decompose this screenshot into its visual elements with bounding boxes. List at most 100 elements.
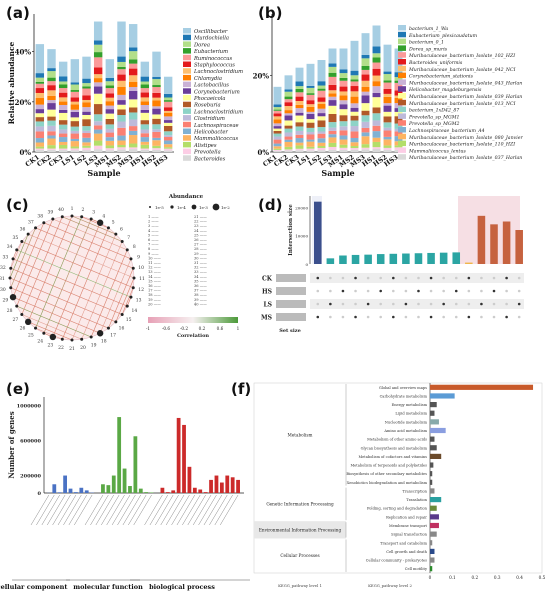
colorbar-tick: -1 (146, 326, 150, 331)
gene-bar (209, 479, 213, 493)
matrix-dot (366, 302, 370, 306)
matrix-dot (404, 315, 408, 319)
bar-segment (93, 74, 103, 79)
matrix-dot (392, 302, 395, 306)
matrix-dot (517, 302, 521, 306)
bar-segment (35, 149, 45, 152)
bar-segment (317, 60, 326, 82)
bar-segment (273, 113, 282, 117)
bar-segment (140, 61, 150, 77)
bar-segment (117, 69, 126, 75)
bar-segment (361, 54, 370, 59)
bar-segment (152, 137, 161, 141)
bar-segment (93, 52, 103, 58)
bar-segment (317, 97, 326, 102)
gene-bar (133, 436, 138, 493)
bar-segment (372, 120, 381, 126)
network-node (125, 248, 129, 252)
bar-segment (70, 126, 80, 131)
pathway-bar (430, 548, 435, 554)
bar-segment (163, 144, 173, 148)
bar-segment (284, 132, 293, 137)
bar-segment (295, 96, 304, 101)
bar-segment (128, 130, 138, 136)
network-edge (35, 327, 63, 340)
matrix-dot (316, 315, 320, 319)
bar-segment (105, 93, 115, 98)
bar-segment (128, 75, 138, 83)
bar-segment (339, 100, 348, 105)
node-list-entry: 2 —— (148, 220, 159, 224)
network-node (34, 226, 38, 230)
bar-segment (361, 110, 370, 116)
network-node-label: 29 (3, 298, 9, 304)
bar-segment (306, 134, 315, 140)
bar-segment (82, 95, 91, 100)
intersection-bar (326, 258, 335, 264)
pathway-bar (430, 531, 437, 537)
matrix-dot (492, 276, 496, 280)
x-label-tick (111, 494, 131, 526)
bar-segment (93, 149, 103, 152)
bar-segment (117, 121, 126, 128)
network-node (42, 221, 46, 225)
network-node-label: 38 (37, 214, 43, 220)
node-list-entry: 26 —— (194, 238, 207, 242)
bar-segment (361, 69, 370, 75)
bar-segment (295, 134, 304, 139)
bar-segment (117, 104, 126, 110)
legend-label: Muribaculaceae_bacterium_Isolate_013_NCI (408, 101, 516, 107)
abundance-legend-label: 1e-4 (177, 205, 186, 210)
bar-segment (82, 150, 91, 152)
bar-segment (306, 100, 315, 105)
bar-segment (47, 120, 56, 126)
intersection-bar (465, 262, 473, 264)
gene-bar (198, 489, 203, 493)
bar-segment (328, 96, 337, 101)
matrix-row-band (310, 273, 524, 283)
matrix-dot (392, 289, 395, 293)
bar-segment (328, 105, 337, 114)
bar-segment (47, 100, 56, 104)
bar-segment (105, 113, 115, 119)
network-edge (12, 296, 101, 334)
pathway-level2-label: Folding, sorting and degradation (367, 507, 428, 511)
bar-segment (328, 149, 337, 152)
matrix-dot (505, 276, 508, 280)
bar-segment (394, 77, 403, 81)
bar-segment (350, 131, 359, 138)
bar-segment (58, 97, 68, 102)
legend-swatch (398, 140, 406, 147)
f-level1-title: KEGG_pathway level 1 (278, 583, 322, 588)
bar-segment (105, 137, 115, 141)
bar-segment (295, 138, 304, 143)
bar-segment (35, 83, 45, 89)
y-axis-title: Relative abundance (252, 41, 254, 124)
bar-segment (361, 65, 370, 70)
bar-segment (58, 129, 68, 134)
matrix-dot (329, 315, 332, 319)
bar-segment (317, 133, 326, 139)
bar-segment (394, 103, 403, 109)
bar-segment (284, 146, 293, 150)
bar-segment (317, 85, 326, 89)
legend-label: Muribaculaceae_bacterium_Isolate_039_Har… (408, 94, 522, 100)
matrix-dot (505, 302, 508, 306)
legend-swatch (398, 65, 406, 72)
pathway-level2-label: Metabolism of cofactors and vitamins (358, 455, 427, 459)
x-label-tick (63, 494, 82, 526)
pathway-bar (430, 427, 446, 434)
network-edge (12, 258, 128, 307)
x-label-tick (47, 494, 66, 526)
f-x-tick: 0.5 (539, 575, 546, 580)
bar-segment (339, 77, 348, 81)
bar-segment (372, 62, 381, 69)
gene-bar (149, 492, 154, 493)
matrix-dot (429, 289, 433, 293)
intersection-bar (389, 253, 398, 264)
legend-label: Helicobacter_magdeburgensis (408, 87, 482, 93)
bar-segment (58, 81, 68, 85)
gene-bar (138, 488, 143, 493)
bar-segment (82, 137, 91, 143)
network-node (70, 338, 74, 342)
